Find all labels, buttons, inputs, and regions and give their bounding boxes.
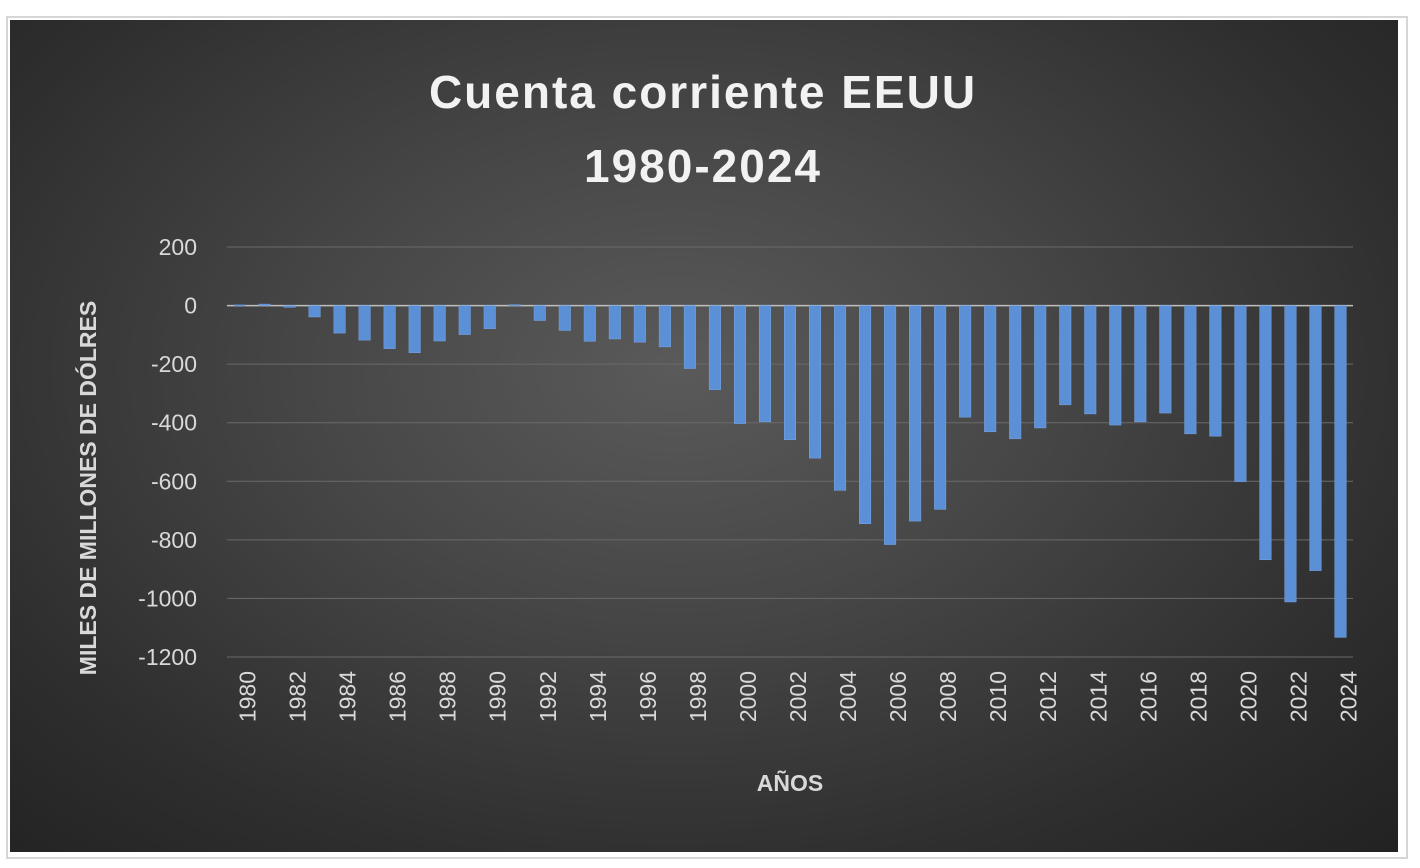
bar-1985 bbox=[358, 305, 371, 341]
x-tick-label: 2008 bbox=[935, 671, 961, 722]
x-tick-label: 2002 bbox=[785, 671, 811, 722]
bar-2003 bbox=[809, 305, 822, 459]
bar-1993 bbox=[558, 305, 571, 331]
bar-1999 bbox=[708, 305, 721, 390]
x-tick-label: 1990 bbox=[485, 671, 511, 722]
x-tick-label: 2010 bbox=[985, 671, 1011, 722]
x-tick-label: 1998 bbox=[685, 671, 711, 722]
x-tick-label: 2006 bbox=[885, 671, 911, 722]
bar-2010 bbox=[984, 305, 997, 433]
bar-2020 bbox=[1234, 305, 1247, 482]
bar-2024 bbox=[1334, 305, 1347, 638]
bar-2014 bbox=[1084, 305, 1097, 415]
x-tick-label: 2018 bbox=[1185, 671, 1211, 722]
y-tick-label: -600 bbox=[151, 468, 197, 494]
x-tick-label: 1996 bbox=[635, 671, 661, 722]
bar-1987 bbox=[408, 305, 421, 353]
bar-2023 bbox=[1309, 305, 1322, 571]
bar-2013 bbox=[1059, 305, 1072, 406]
bar-2008 bbox=[934, 305, 947, 510]
chart-panel: Cuenta corriente EEUU 1980-2024 200 0 -200… bbox=[10, 20, 1398, 852]
bar-1995 bbox=[608, 305, 621, 340]
bar-1998 bbox=[683, 305, 696, 369]
x-tick-label: 2024 bbox=[1335, 671, 1361, 722]
bar-2006 bbox=[884, 305, 897, 545]
bar-2012 bbox=[1034, 305, 1047, 429]
y-tick-label: 200 bbox=[159, 234, 197, 260]
bar-2000 bbox=[733, 305, 746, 424]
y-axis-title: MILES DE MILLONES DE DÓLRES bbox=[74, 301, 101, 675]
bar-2017 bbox=[1159, 305, 1172, 414]
bar-2019 bbox=[1209, 305, 1222, 437]
bar-2011 bbox=[1009, 305, 1022, 440]
x-tick-label: 2014 bbox=[1085, 671, 1111, 722]
bar-chart: Cuenta corriente EEUU 1980-2024 2000-200… bbox=[74, 66, 1361, 796]
bar-1996 bbox=[633, 305, 646, 343]
x-tick-label: 2022 bbox=[1285, 671, 1311, 722]
x-axis-title: AÑOS bbox=[757, 769, 823, 796]
chart-title-line-1: Cuenta corriente EEUU bbox=[429, 66, 977, 118]
y-tick-label: -800 bbox=[151, 527, 197, 553]
bar-2021 bbox=[1259, 305, 1272, 561]
bar-1994 bbox=[583, 305, 596, 342]
bar-2016 bbox=[1134, 305, 1147, 423]
y-tick-label: -400 bbox=[151, 410, 197, 436]
bar-1988 bbox=[433, 305, 446, 342]
chart-title-line-2: 1980-2024 bbox=[584, 140, 822, 192]
bar-1990 bbox=[483, 305, 496, 329]
x-tick-label: 1994 bbox=[585, 671, 611, 722]
bar-2009 bbox=[959, 305, 972, 418]
bar-2002 bbox=[783, 305, 796, 440]
bar-1989 bbox=[458, 305, 471, 335]
bar-1983 bbox=[308, 305, 321, 318]
bar-1980 bbox=[233, 304, 246, 307]
y-tick-label: -200 bbox=[151, 351, 197, 377]
y-tick-label: -1200 bbox=[138, 644, 197, 670]
bar-2005 bbox=[859, 305, 872, 524]
bar-2007 bbox=[909, 305, 922, 522]
bar-1992 bbox=[533, 305, 546, 321]
x-tick-label: 1992 bbox=[535, 671, 561, 722]
bar-2015 bbox=[1109, 305, 1122, 426]
x-tick-label: 1988 bbox=[435, 671, 461, 722]
x-tick-label: 1986 bbox=[385, 671, 411, 722]
bar-1981 bbox=[258, 303, 271, 306]
x-tick-label: 2000 bbox=[735, 671, 761, 722]
x-tick-label: 1984 bbox=[335, 671, 361, 722]
bar-1997 bbox=[658, 305, 671, 348]
x-tick-label: 1980 bbox=[235, 671, 261, 722]
x-tick-label: 2020 bbox=[1235, 671, 1261, 722]
bar-1982 bbox=[283, 305, 296, 308]
x-tick-label: 1982 bbox=[285, 671, 311, 722]
y-tick-label: 0 bbox=[184, 293, 197, 319]
bar-1986 bbox=[383, 305, 396, 349]
x-tick-label: 2016 bbox=[1135, 671, 1161, 722]
x-tick-label: 2012 bbox=[1035, 671, 1061, 722]
bar-1991 bbox=[508, 304, 521, 306]
bar-2018 bbox=[1184, 305, 1197, 435]
y-tick-label: -1000 bbox=[138, 585, 197, 611]
x-tick-label: 2004 bbox=[835, 671, 861, 722]
bar-2004 bbox=[834, 305, 847, 491]
bar-2001 bbox=[758, 305, 771, 423]
bar-1984 bbox=[333, 305, 346, 334]
bar-2022 bbox=[1284, 305, 1297, 603]
